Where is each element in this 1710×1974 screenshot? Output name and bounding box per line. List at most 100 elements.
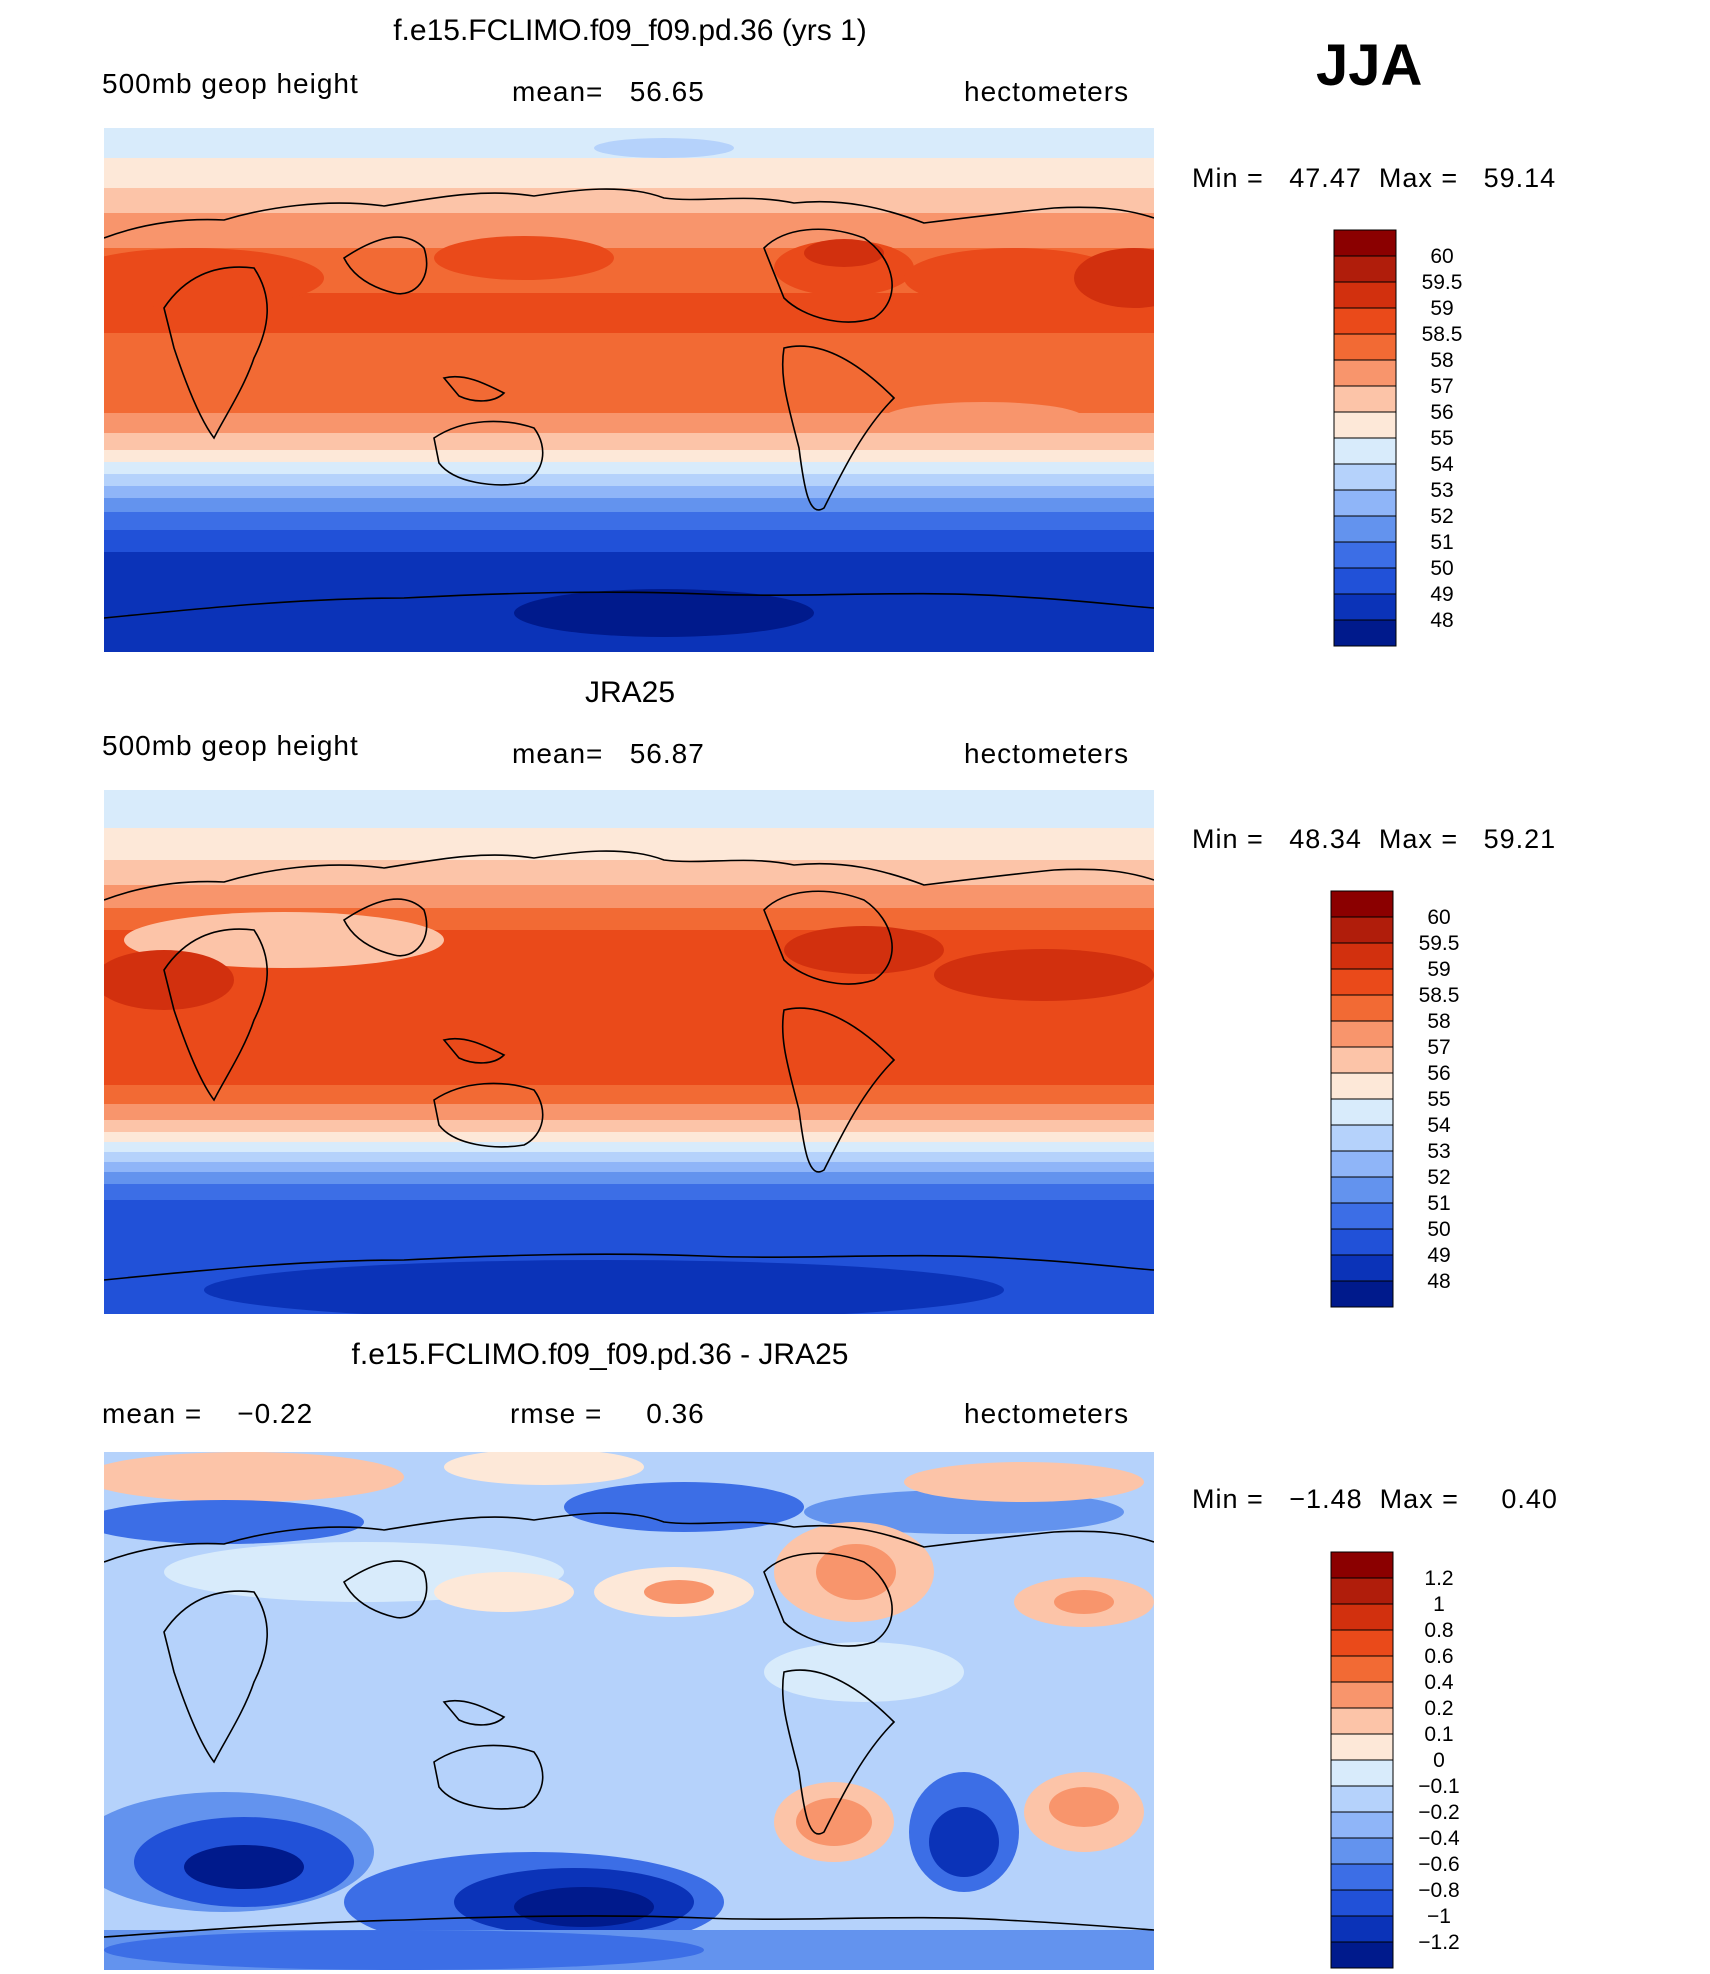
panel-2-minmax: Min = 48.34 Max = 59.21 [1192,824,1557,854]
colorbar-label: 60 [1427,906,1450,929]
colorbar-swatch [1330,942,1394,970]
colorbar-swatch [1333,255,1397,283]
colorbar-label: 0.1 [1424,1723,1453,1746]
panel-2-map [104,790,1154,1314]
colorbar-swatch [1330,1551,1394,1579]
season-label: JJA [1316,33,1423,98]
colorbar-label: −0.8 [1418,1879,1459,1902]
colorbar-swatch [1333,619,1397,647]
colorbar-label: 51 [1427,1192,1450,1215]
colorbar-swatch [1330,1072,1394,1100]
colorbar-swatch [1333,437,1397,465]
colorbar-swatch [1330,1577,1394,1605]
colorbar-label: 59.5 [1422,271,1463,294]
colorbar-label: 57 [1430,375,1453,398]
colorbar-label: 59 [1430,297,1453,320]
colorbar-label: 50 [1427,1218,1450,1241]
colorbar-swatch [1330,1020,1394,1048]
colorbar-swatch [1330,1124,1394,1152]
colorbar-swatch [1330,1759,1394,1787]
colorbar-label: 0.8 [1424,1619,1453,1642]
colorbar-label: 58.5 [1419,984,1460,1007]
colorbar-swatch [1330,1603,1394,1631]
colorbar-label: −0.4 [1418,1827,1460,1850]
colorbar-label: 56 [1427,1062,1450,1085]
panel-1-map [104,128,1154,652]
colorbar-swatch [1330,1254,1394,1282]
colorbar-swatch [1333,229,1397,257]
colorbar-swatch [1333,333,1397,361]
colorbar-label: 55 [1430,427,1453,450]
colorbar-label: 51 [1430,531,1453,554]
colorbar-swatch [1330,1046,1394,1074]
panel-2-mean: mean= 56.87 [512,738,705,769]
panel-1-coastlines [104,188,1154,619]
panel-3-title: f.e15.FCLIMO.f09_f09.pd.36 - JRA25 [351,1338,849,1371]
colorbar-swatch [1330,1655,1394,1683]
colorbar-swatch [1333,489,1397,517]
colorbar-label: 49 [1430,583,1453,606]
colorbar-swatch [1330,1915,1394,1943]
colorbar-label: 48 [1427,1270,1450,1293]
colorbar-swatch [1330,1837,1394,1865]
colorbar-label: 56 [1430,401,1453,424]
colorbar-swatch [1330,1785,1394,1813]
colorbar-label: 59 [1427,958,1450,981]
panel-1-field [104,128,1154,652]
colorbar-swatch [1330,916,1394,944]
panel-3-field [104,1452,1154,1970]
colorbar-swatch [1330,1941,1394,1969]
colorbar-label: −1.2 [1418,1931,1459,1954]
panel-3-minmax: Min = −1.48 Max = 0.40 [1192,1484,1558,1514]
panel-2-colorbar: 60 59.5 59 58.5 58 57 56 55 54 53 52 51 50 49 48 [1330,890,1460,1308]
colorbar-swatch [1333,541,1397,569]
colorbar-label: 53 [1427,1140,1450,1163]
colorbar-label: 0.4 [1424,1671,1454,1694]
colorbar-swatch [1333,463,1397,491]
colorbar-label: −0.2 [1418,1801,1459,1824]
colorbar-label: 54 [1427,1114,1451,1137]
colorbar-label: 0 [1433,1749,1445,1772]
colorbar-label: −0.6 [1418,1853,1459,1876]
colorbar-swatch [1330,1811,1394,1839]
colorbar-label: 58 [1430,349,1453,372]
colorbar-label: 58.5 [1422,323,1463,346]
panel-3-map [104,1452,1154,1970]
panel-1-title: f.e15.FCLIMO.f09_f09.pd.36 (yrs 1) [393,14,867,47]
panel-3-units: hectometers [964,1398,1130,1429]
colorbar-label: 54 [1430,453,1454,476]
colorbar-swatch [1330,1150,1394,1178]
colorbar-label: 53 [1430,479,1453,502]
colorbar-swatch [1333,593,1397,621]
colorbar-label: −1 [1427,1905,1451,1928]
colorbar-label: 49 [1427,1244,1450,1267]
colorbar-swatch [1330,1889,1394,1917]
colorbar-swatch [1333,385,1397,413]
panel-3-colorbar: 1.2 1 0.8 0.6 0.4 0.2 0.1 0 −0.1 −0.2 −0.4 −0.6 −0.8… [1330,1551,1460,1969]
colorbar-swatch [1330,1681,1394,1709]
colorbar-swatch [1330,994,1394,1022]
colorbar-swatch [1330,968,1394,996]
colorbar-swatch [1330,1098,1394,1126]
panel-1-mean: mean= 56.65 [512,76,705,107]
colorbar-label: 57 [1427,1036,1450,1059]
colorbar-swatch [1330,1733,1394,1761]
colorbar-label: 0.6 [1424,1645,1453,1668]
panel-3-rmse: rmse = 0.36 [510,1398,705,1429]
colorbar-swatch [1333,307,1397,335]
panel-2-coastlines [104,850,1154,1281]
colorbar-swatch [1330,1280,1394,1308]
panel-2-title: JRA25 [584,676,676,709]
panel-2-field [104,790,1154,1314]
panel-2-units: hectometers [964,738,1130,769]
colorbar-label: 55 [1427,1088,1450,1111]
panel-1-minmax: Min = 47.47 Max = 59.14 [1192,163,1557,193]
colorbar-swatch [1333,359,1397,387]
colorbar-swatch [1333,567,1397,595]
colorbar-swatch [1330,1863,1394,1891]
panel-3-coastlines [104,1512,1154,1938]
colorbar-label: 0.2 [1424,1697,1453,1720]
panel-3-mean: mean = −0.22 [102,1398,314,1429]
colorbar-label: 58 [1427,1010,1450,1033]
colorbar-label: 1.2 [1424,1567,1453,1590]
